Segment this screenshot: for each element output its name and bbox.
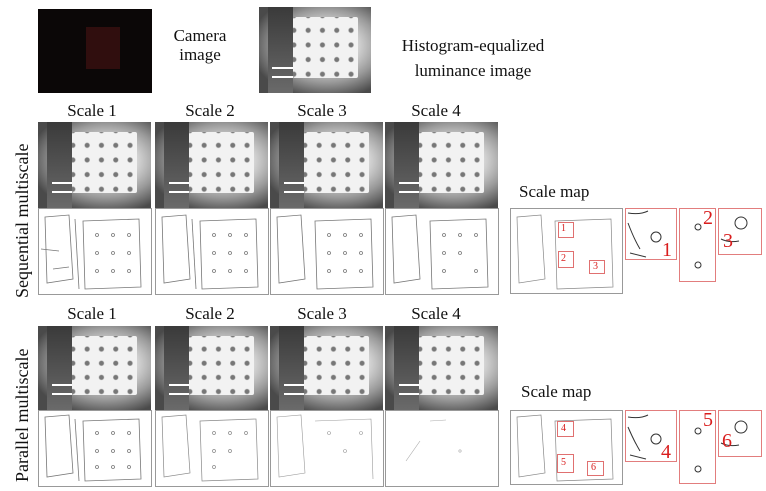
par-crop-4 xyxy=(625,410,677,462)
seq-crop-1 xyxy=(625,208,677,260)
seq-scale-1-edge-map xyxy=(38,208,152,295)
par-crop-6-number: 6 xyxy=(722,430,732,452)
par-scale-map: 4 5 6 xyxy=(510,410,623,485)
par-region-box-4 xyxy=(557,421,574,437)
seq-scale-map: 1 2 3 xyxy=(510,208,623,294)
par-scale-4-label: Scale 4 xyxy=(411,304,461,323)
seq-crop-2 xyxy=(679,208,716,282)
par-region-box-6 xyxy=(587,461,604,476)
seq-scale-1-label: Scale 1 xyxy=(67,101,117,120)
par-scale-4-edge-map xyxy=(385,410,499,487)
camera-image-label: Camera image xyxy=(160,26,240,64)
par-scale-3-edge-map xyxy=(270,410,384,487)
seq-region-box-3 xyxy=(589,260,605,274)
seq-crop-3 xyxy=(718,208,762,255)
par-scale-3-label: Scale 3 xyxy=(297,304,347,323)
camera-label-line2: image xyxy=(179,45,221,64)
par-scale-1-edge-map xyxy=(38,410,152,487)
seq-region-box-1 xyxy=(558,222,574,238)
seq-scale-2-image xyxy=(155,122,268,208)
seq-crop-2-number: 2 xyxy=(703,207,713,229)
seq-region-box-2 xyxy=(558,251,574,268)
seq-crop-3-number: 3 xyxy=(723,230,733,252)
par-crop-4-number: 4 xyxy=(661,441,671,463)
camera-label-line1: Camera xyxy=(173,26,227,45)
par-crop-6 xyxy=(718,410,762,457)
seq-scale-4-image xyxy=(385,122,498,208)
par-scale-1-label: Scale 1 xyxy=(67,304,117,323)
histogram-label: Histogram-equalized luminance image xyxy=(378,36,568,80)
seq-crop-1-number: 1 xyxy=(662,239,672,261)
seq-scale-4-edge-map xyxy=(385,208,499,295)
par-crop-5 xyxy=(679,410,716,484)
par-scale-3-image xyxy=(270,326,383,410)
seq-scale-3-edge-map xyxy=(270,208,384,295)
par-scale-map-label: Scale map xyxy=(521,382,592,401)
par-scale-2-label: Scale 2 xyxy=(185,304,235,323)
par-region-box-5 xyxy=(557,454,574,473)
hist-label-line2: luminance image xyxy=(414,61,532,80)
seq-scale-2-label: Scale 2 xyxy=(185,101,235,120)
par-scale-2-edge-map xyxy=(155,410,269,487)
par-crop-5-number: 5 xyxy=(703,409,713,431)
seq-region-label-2: 2 xyxy=(561,253,566,264)
seq-scale-4-label: Scale 4 xyxy=(411,101,461,120)
seq-region-label-1: 1 xyxy=(561,223,566,234)
seq-scale-2-edge-map xyxy=(155,208,269,295)
par-region-label-5: 5 xyxy=(561,457,566,468)
parallel-row-label: Parallel multiscale xyxy=(12,348,32,482)
par-scale-2-image xyxy=(155,326,268,410)
seq-scale-3-image xyxy=(270,122,383,208)
seq-scale-3-label: Scale 3 xyxy=(297,101,347,120)
seq-scale-1-image xyxy=(38,122,151,208)
camera-image xyxy=(38,9,152,93)
par-region-label-4: 4 xyxy=(561,423,566,434)
sequential-row-label: Sequential multiscale xyxy=(12,143,32,298)
seq-scale-map-label: Scale map xyxy=(519,182,590,201)
histogram-equalized-image xyxy=(259,7,371,93)
par-region-label-6: 6 xyxy=(591,462,596,473)
seq-region-label-3: 3 xyxy=(593,261,598,272)
par-scale-1-image xyxy=(38,326,151,410)
par-scale-4-image xyxy=(385,326,498,410)
hist-label-line1: Histogram-equalized xyxy=(401,36,545,55)
